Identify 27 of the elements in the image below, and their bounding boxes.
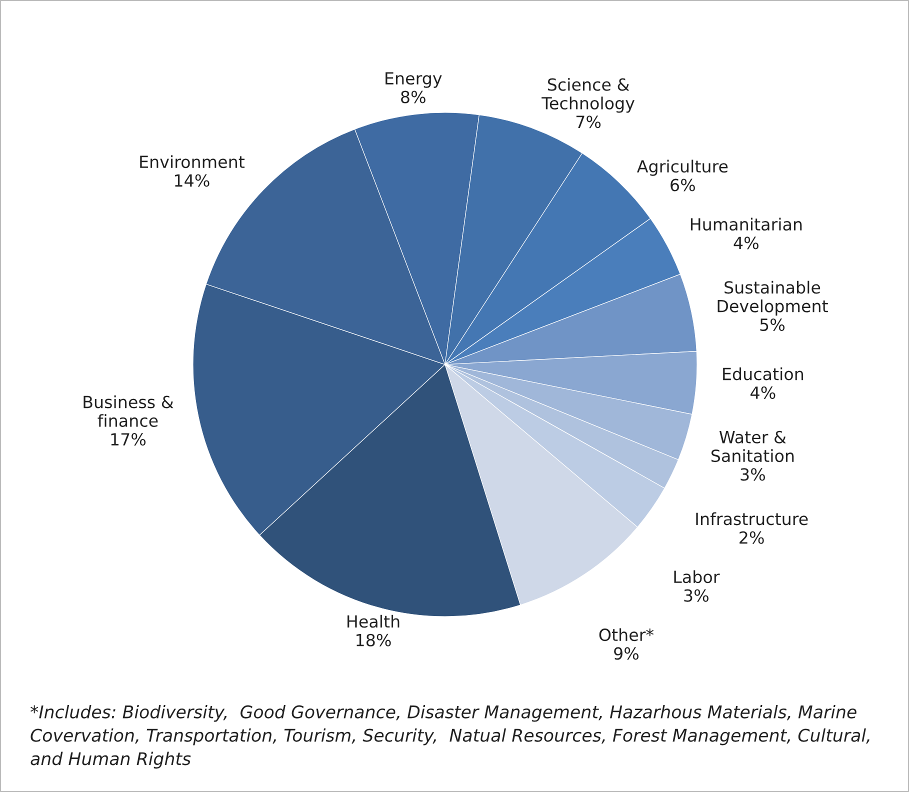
slice-label: Environment — [140, 155, 245, 168]
data-label: 18% — [356, 634, 391, 646]
data-label: 3% — [684, 589, 708, 602]
data-label: 6% — [670, 178, 695, 192]
slice-label: Health — [348, 614, 400, 628]
data-label: 3% — [740, 468, 765, 481]
slice-label: Water & Sanitation — [711, 430, 794, 462]
text: *Includes: Biodiversity, Good Governance, Disaster Management, Hazarhous Materials, Marine Covervation, Transportation, Tourism, Security, Natual Resources, Forest Management, Cultural, and Human Rights — [30, 705, 870, 769]
data-label: 17% — [111, 433, 146, 446]
slice-label: Infrastructure — [696, 512, 808, 526]
slice-label: Sustainable Development — [718, 280, 828, 316]
data-label: 7% — [576, 116, 601, 128]
data-label: 2% — [740, 531, 764, 544]
slice-label: Science & Technology — [542, 78, 634, 113]
slice-label: Other* — [599, 628, 654, 642]
data-label: 14% — [175, 174, 210, 187]
data-label: 4% — [734, 236, 758, 250]
data-label: 8% — [401, 90, 426, 104]
data-label: 5% — [760, 318, 785, 332]
data-label: 9% — [614, 647, 639, 660]
slice-label: Labor — [674, 570, 720, 584]
slice-label: Energy — [386, 72, 442, 88]
data-label: 4% — [750, 386, 776, 399]
slice-label: Business & finance — [84, 395, 174, 427]
slice-label: Agriculture — [636, 160, 728, 176]
slice-label: Education — [723, 367, 804, 380]
slice-label: Humanitarian — [690, 218, 802, 231]
